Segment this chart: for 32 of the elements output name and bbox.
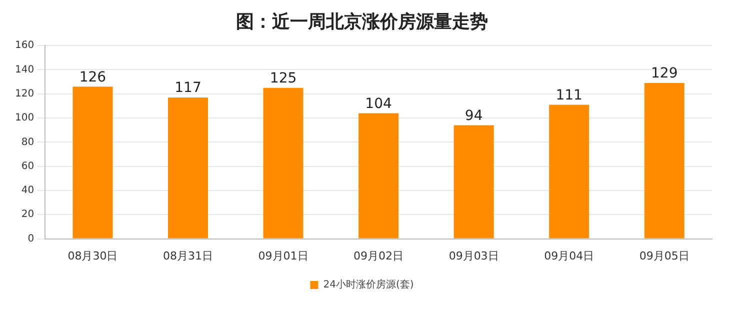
bar [644,83,684,238]
x-tick-label: 08月31日 [162,249,213,262]
data-label: 104 [365,96,392,112]
y-tick-label: 60 [21,160,34,172]
chart-title: 图：近一周北京涨价房源量走势 [236,11,488,32]
y-tick-label: 120 [14,88,34,100]
data-label: 94 [464,108,483,124]
y-tick-label: 100 [14,112,34,124]
x-tick-label: 09月02日 [354,249,404,262]
data-label: 111 [556,87,582,104]
data-label: 129 [650,66,678,82]
y-tick-label: 0 [28,233,34,244]
bar [168,98,208,238]
bar [358,113,399,238]
data-label: 126 [79,69,106,86]
bar [263,88,304,238]
y-tick-label: 80 [21,136,34,148]
y-tick-label: 20 [21,209,34,220]
bar [454,125,494,238]
x-tick-label: 08月30日 [68,249,118,262]
x-tick-label: 09月01日 [258,249,308,262]
data-label: 117 [174,80,202,96]
x-tick-label: 09月04日 [544,249,594,262]
data-label: 125 [270,70,297,87]
y-tick-label: 160 [14,40,34,52]
y-tick-label: 40 [21,185,34,196]
x-tick-label: 09月03日 [448,249,499,262]
y-tick-label: 140 [14,64,34,76]
legend-label: 24小时涨价房源(套) [323,278,414,291]
bar [549,104,590,238]
x-tick-label: 09月05日 [639,249,690,262]
bar [72,86,113,238]
